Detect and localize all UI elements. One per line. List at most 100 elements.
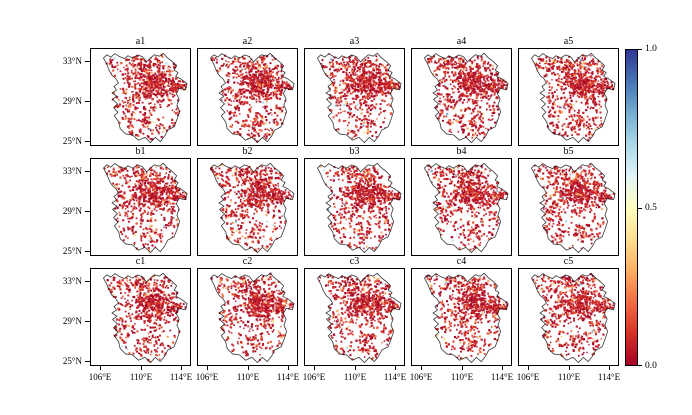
x-tick-label: 110°E (343, 372, 367, 382)
map-canvas-b3 (305, 159, 404, 255)
x-tick-label: 114°E (169, 372, 193, 382)
y-tick-label: 33°N (62, 56, 82, 66)
map-panel-b3: b3 (304, 146, 405, 256)
x-tick-mark (141, 366, 142, 370)
map-canvas-c4 (412, 269, 511, 365)
x-tick-mark (609, 366, 610, 370)
map-panel-a2: a2 (197, 36, 298, 146)
map-panel-b1: b1 (90, 146, 191, 256)
colorbar-tick-label-bottom: 0.0 (645, 361, 657, 371)
panel-title-b5: b5 (563, 146, 574, 157)
panel-title-a4: a4 (456, 36, 467, 47)
x-tick-label: 114°E (276, 372, 300, 382)
y-tick-mark (85, 281, 90, 282)
x-tick-mark (569, 366, 570, 370)
x-tick-mark (502, 366, 503, 370)
panel-title-c3: c3 (349, 256, 360, 267)
map-canvas-a1 (91, 49, 190, 145)
panel-title-c5: c5 (563, 256, 574, 267)
map-canvas-c1 (91, 269, 190, 365)
x-tick-label: 106°E (88, 372, 112, 382)
colorbar (625, 49, 638, 366)
map-canvas-b4 (412, 159, 511, 255)
map-canvas-a3 (305, 49, 404, 145)
x-tick-mark (421, 366, 422, 370)
map-panel-a4: a4 (411, 36, 512, 146)
map-canvas-a4 (412, 49, 511, 145)
panel-title-a1: a1 (135, 36, 146, 47)
colorbar-tick-label-top: 1.0 (645, 44, 657, 54)
colorbar-tick-mark (638, 365, 642, 366)
map-canvas-b5 (519, 159, 618, 255)
y-tick-label: 33°N (62, 166, 82, 176)
x-tick-label: 106°E (409, 372, 433, 382)
x-tick-mark (528, 366, 529, 370)
panel-title-b1: b1 (135, 146, 146, 157)
y-tick-mark (85, 141, 90, 142)
colorbar-tick-mark (638, 208, 642, 209)
map-panel-c4: c4 (411, 256, 512, 366)
x-tick-label: 114°E (490, 372, 514, 382)
panel-title-b4: b4 (456, 146, 467, 157)
x-tick-label: 110°E (557, 372, 581, 382)
map-panel-c5: c5 (518, 256, 619, 366)
x-tick-mark (395, 366, 396, 370)
map-canvas-c3 (305, 269, 404, 365)
x-tick-mark (181, 366, 182, 370)
map-canvas-b2 (198, 159, 297, 255)
map-canvas-b1 (91, 159, 190, 255)
x-tick-label: 106°E (302, 372, 326, 382)
y-tick-mark (85, 251, 90, 252)
map-canvas-c2 (198, 269, 297, 365)
x-tick-label: 110°E (236, 372, 260, 382)
panel-title-b3: b3 (349, 146, 360, 157)
y-tick-mark (85, 171, 90, 172)
map-panel-b5: b5 (518, 146, 619, 256)
panel-title-a2: a2 (242, 36, 253, 47)
y-tick-label: 25°N (62, 356, 82, 366)
y-tick-label: 25°N (62, 136, 82, 146)
y-tick-label: 25°N (62, 246, 82, 256)
x-tick-label: 114°E (383, 372, 407, 382)
x-tick-mark (207, 366, 208, 370)
x-tick-label: 106°E (195, 372, 219, 382)
map-canvas-a5 (519, 49, 618, 145)
panel-title-b2: b2 (242, 146, 253, 157)
x-tick-mark (355, 366, 356, 370)
y-tick-label: 29°N (62, 96, 82, 106)
panel-title-a5: a5 (563, 36, 574, 47)
y-tick-label: 29°N (62, 316, 82, 326)
map-panel-c2: c2 (197, 256, 298, 366)
map-panel-a3: a3 (304, 36, 405, 146)
x-tick-mark (100, 366, 101, 370)
colorbar-tick-mark (638, 49, 642, 50)
panel-title-a3: a3 (349, 36, 360, 47)
x-tick-label: 110°E (450, 372, 474, 382)
map-panel-a1: a1 (90, 36, 191, 146)
map-panel-a5: a5 (518, 36, 619, 146)
y-tick-mark (85, 61, 90, 62)
x-tick-label: 106°E (516, 372, 540, 382)
x-tick-mark (288, 366, 289, 370)
map-panel-c1: c1 (90, 256, 191, 366)
x-tick-label: 110°E (129, 372, 153, 382)
map-canvas-a2 (198, 49, 297, 145)
colorbar-tick-label-middle: 0.5 (645, 203, 657, 213)
panel-title-c1: c1 (135, 256, 146, 267)
x-tick-mark (314, 366, 315, 370)
y-tick-mark (85, 101, 90, 102)
y-tick-mark (85, 361, 90, 362)
panel-title-c4: c4 (456, 256, 467, 267)
y-tick-mark (85, 321, 90, 322)
y-tick-label: 29°N (62, 206, 82, 216)
x-tick-label: 114°E (597, 372, 621, 382)
map-panel-b4: b4 (411, 146, 512, 256)
x-tick-mark (248, 366, 249, 370)
y-tick-mark (85, 211, 90, 212)
map-panel-b2: b2 (197, 146, 298, 256)
map-panel-c3: c3 (304, 256, 405, 366)
y-tick-label: 33°N (62, 276, 82, 286)
panel-title-c2: c2 (242, 256, 253, 267)
x-tick-mark (462, 366, 463, 370)
